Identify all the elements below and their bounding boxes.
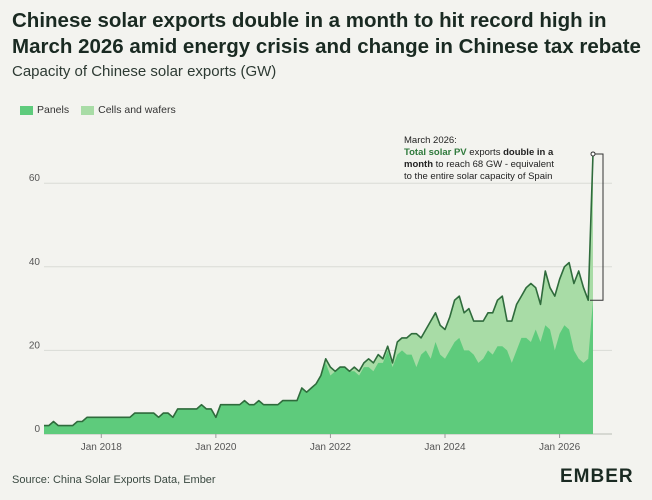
legend-item-panels: Panels xyxy=(20,104,69,116)
ember-logo: EMBER xyxy=(560,466,634,487)
x-tick-label-2022: Jan 2022 xyxy=(310,442,352,453)
total-line xyxy=(44,153,594,427)
chart-plot: 0 20 40 60 Jan 2018 Jan 2020 Jan 2022 Jan 2024… xyxy=(29,135,612,453)
x-tick-label-2024: Jan 2024 xyxy=(424,442,466,453)
chart-areas xyxy=(44,153,594,434)
x-axis-tick-labels: Jan 2018 Jan 2020 Jan 2022 Jan 2024 Jan 2026 xyxy=(81,434,581,453)
annotation-text: March 2026: Total solar PV exports doubl… xyxy=(404,135,557,182)
legend: Panels Cells and wafers xyxy=(20,104,188,116)
legend-swatch-panels xyxy=(20,105,33,115)
legend-item-cells: Cells and wafers xyxy=(81,104,176,116)
x-tick-label-2018: Jan 2018 xyxy=(81,442,123,453)
y-tick-label-60: 60 xyxy=(29,173,41,184)
legend-swatch-cells xyxy=(81,105,95,115)
legend-label-panels: Panels xyxy=(37,104,70,116)
source-note: Source: China Solar Exports Data, Ember xyxy=(12,474,216,486)
y-tick-label-40: 40 xyxy=(29,257,41,268)
x-tick-label-2026: Jan 2026 xyxy=(539,442,581,453)
y-tick-label-0: 0 xyxy=(34,424,40,435)
legend-label-cells: Cells and wafers xyxy=(98,104,176,116)
y-axis-tick-labels: 0 20 40 60 xyxy=(29,173,41,435)
area-panels xyxy=(44,300,593,434)
y-tick-label-20: 20 xyxy=(29,340,41,351)
annotation-point xyxy=(590,151,596,157)
annotation: March 2026: Total solar PV exports doubl… xyxy=(404,135,604,301)
chart-subtitle: Capacity of Chinese solar exports (GW) xyxy=(12,63,277,80)
annotation-bracket xyxy=(590,153,604,301)
chart-title: Chinese solar exports double in a month … xyxy=(12,9,641,58)
x-tick-label-2020: Jan 2020 xyxy=(195,442,237,453)
